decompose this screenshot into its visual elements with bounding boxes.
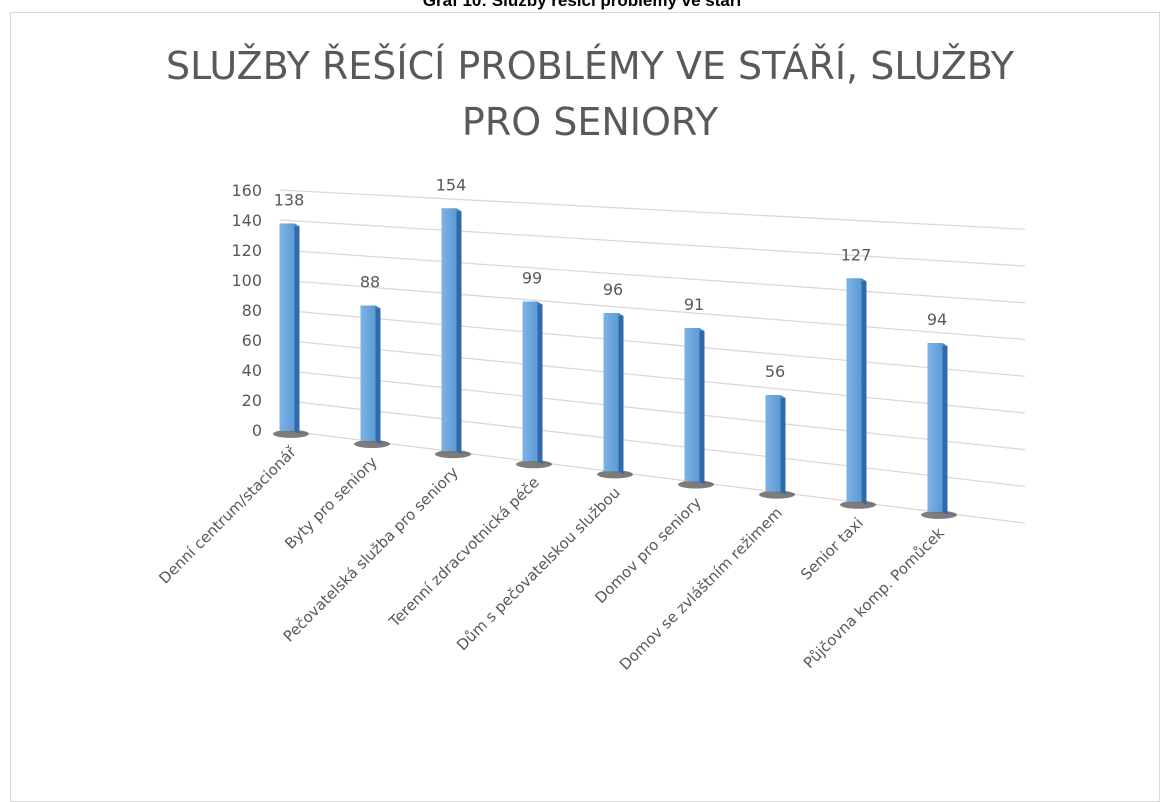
bar-side (861, 278, 867, 505)
grid-line (279, 219, 1026, 267)
x-tick-label: Dům s pečovatelskou službou (453, 483, 624, 654)
y-tick-label: 60 (242, 331, 262, 350)
x-tick-label: Domov se zvláštním režimem (616, 504, 786, 674)
y-tick-label: 120 (231, 241, 262, 260)
grid-line (279, 429, 1026, 524)
y-tick-label: 80 (242, 301, 262, 320)
bar-shadow (921, 510, 957, 519)
y-tick-label: 40 (242, 361, 262, 380)
grid-line (279, 279, 1026, 341)
bar-side (456, 208, 462, 455)
chart-title: SLUŽBY ŘEŠÍCÍ PROBLÉMY VE STÁŘÍ, SLUŽBY … (166, 44, 1014, 144)
bar (603, 313, 619, 472)
grid-line (279, 399, 1026, 488)
bar-shadow (840, 500, 876, 509)
bar-shadow (354, 440, 390, 448)
bar-side (537, 301, 543, 465)
bar-shadow (435, 450, 471, 459)
bar-side (618, 313, 624, 475)
bar (279, 223, 295, 431)
x-tick-label: Senior taxi (797, 514, 867, 584)
x-tick-label: Terenní zdracvotnická péče (385, 473, 543, 631)
y-tick-label: 140 (231, 211, 262, 230)
data-label: 127 (841, 245, 872, 264)
data-label: 94 (927, 310, 947, 329)
bar (522, 301, 538, 462)
caption: Graf 10: Služby řešící problémy ve stáří (422, 0, 742, 10)
x-tick-label: Denní centrum/stacionář (155, 442, 300, 587)
x-tick-label: Byty pro seniory (281, 453, 381, 553)
bar-side (780, 395, 786, 495)
data-label: 88 (360, 273, 380, 292)
bar (765, 395, 781, 492)
data-label: 99 (522, 269, 542, 288)
bar-shadow (516, 460, 552, 469)
bar (441, 208, 457, 452)
x-tick-label: Pečovatelská služba pro seniory (280, 463, 462, 645)
bar-shadow (597, 470, 633, 479)
bar-shadow (678, 480, 714, 489)
bar-side (942, 343, 948, 515)
bar-shadow (759, 490, 795, 499)
grid-line (279, 249, 1026, 304)
bar-shadow (273, 429, 309, 438)
bar-side (375, 305, 381, 444)
grid-line (279, 339, 1026, 414)
y-tick-label: 160 (231, 181, 262, 200)
bar (927, 343, 943, 512)
y-tick-label: 0 (252, 421, 262, 440)
grid-line (279, 369, 1026, 451)
data-label: 96 (603, 280, 623, 299)
bar (846, 278, 862, 502)
bar-side (294, 223, 300, 434)
grid-line (279, 189, 1026, 230)
bar (684, 328, 700, 482)
y-tick-label: 20 (242, 391, 262, 410)
data-label: 56 (765, 362, 785, 381)
bar-side (699, 328, 705, 485)
data-label: 138 (274, 190, 305, 209)
y-tick-label: 100 (231, 271, 262, 290)
data-label: 154 (436, 175, 467, 194)
bar (360, 305, 376, 441)
grid-line (279, 309, 1026, 377)
data-label: 91 (684, 295, 704, 314)
